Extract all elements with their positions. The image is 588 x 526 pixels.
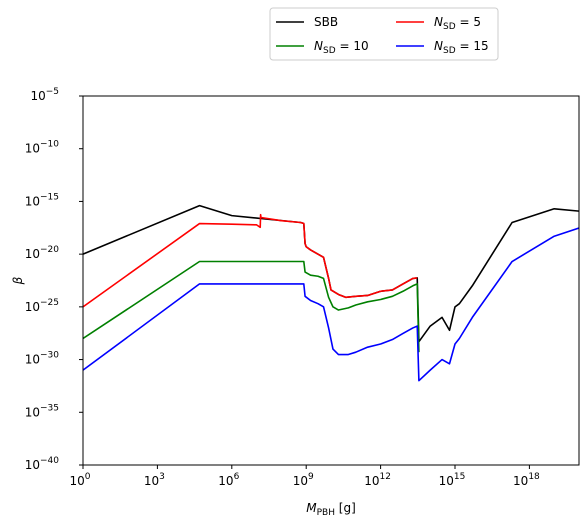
legend-label: NSD = 5 bbox=[434, 15, 481, 32]
y-tick-label: 10−15 bbox=[25, 192, 59, 208]
legend-label: NSD = 15 bbox=[434, 39, 489, 56]
legend-label: SBB bbox=[314, 15, 338, 29]
x-tick-label: 100 bbox=[69, 472, 90, 488]
axis-titles: MPBH [g] β bbox=[11, 276, 356, 518]
x-tick-label: 1015 bbox=[439, 472, 466, 488]
y-tick-label: 10−5 bbox=[30, 87, 59, 103]
y-tick-label: 10−35 bbox=[25, 403, 59, 419]
y-tick-label: 10−25 bbox=[25, 298, 59, 314]
y-tick-label: 10−30 bbox=[25, 351, 60, 367]
series-line-2 bbox=[83, 213, 418, 308]
x-tick-label: 106 bbox=[218, 472, 239, 488]
series-line-4 bbox=[83, 227, 579, 382]
legend-label: NSD = 10 bbox=[314, 39, 369, 56]
x-tick-label: 103 bbox=[144, 472, 165, 488]
series-line-3 bbox=[83, 260, 420, 353]
y-tick-label: 10−20 bbox=[25, 245, 60, 261]
x-axis-title: MPBH [g] bbox=[306, 501, 356, 518]
ticks-layer: 100 103 106 109 1012 1015 1018 10−5 10−10 10−15 10… bbox=[25, 87, 540, 488]
x-tick-label: 109 bbox=[293, 472, 314, 488]
legend: SBB NSD = 5 NSD = 10 NSD = 15 bbox=[269, 7, 499, 61]
y-tick-label: 10−10 bbox=[25, 140, 60, 156]
x-tick-label: 1018 bbox=[513, 472, 540, 488]
plot-frame bbox=[82, 95, 580, 466]
series-layer bbox=[83, 204, 579, 382]
legend-box bbox=[269, 7, 499, 61]
y-tick-label: 10−40 bbox=[25, 456, 60, 472]
y-axis-title: β bbox=[11, 276, 25, 285]
x-tick-label: 1012 bbox=[364, 472, 391, 488]
